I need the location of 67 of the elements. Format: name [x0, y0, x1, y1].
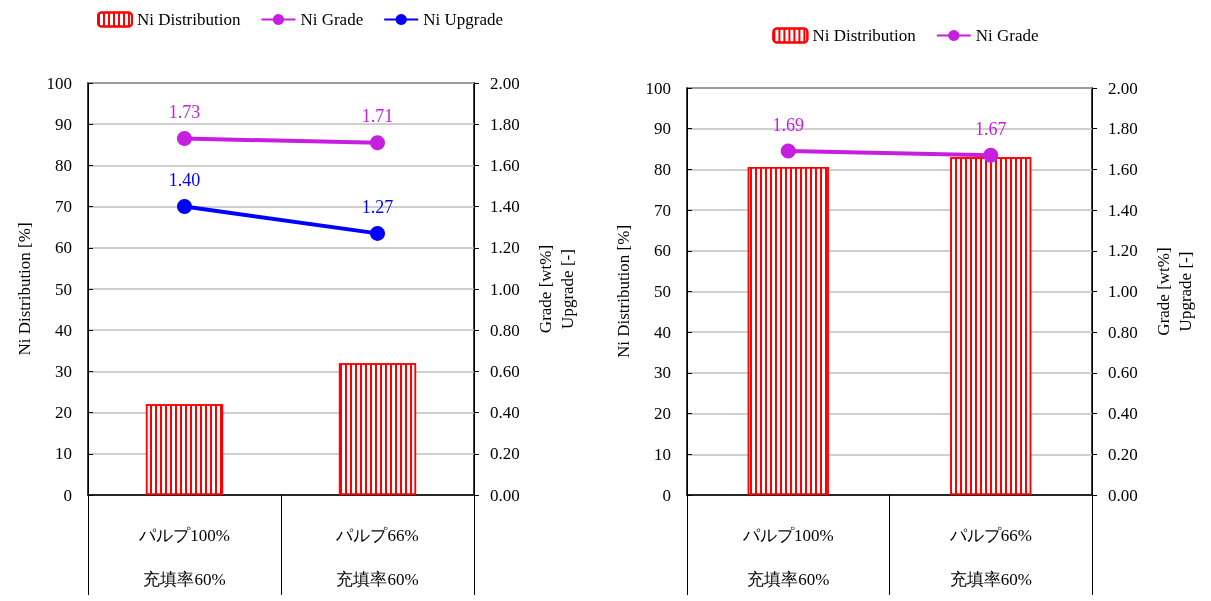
- y-tick-label: 60: [55, 238, 72, 258]
- y2-tick-label: 2.00: [1108, 78, 1138, 98]
- data-label: 1.40: [168, 170, 201, 191]
- y2-tick-label: 0.80: [1108, 322, 1138, 342]
- y2-tick-label: 1.60: [490, 155, 520, 175]
- y-tick-label: 20: [654, 404, 671, 424]
- point: [370, 225, 385, 241]
- y2-tick-label: 2.00: [490, 73, 520, 93]
- y2-tick-label: 1.40: [1108, 200, 1138, 220]
- y2-tick-label: 0.60: [1108, 363, 1138, 383]
- data-label: 1.67: [975, 118, 1007, 139]
- y2-tick-label: 0.00: [490, 485, 520, 505]
- legend-label: Ni Upgrade: [423, 10, 503, 29]
- y2-tick-label: 1.80: [1108, 119, 1138, 139]
- point: [177, 199, 192, 215]
- legend-label: Ni Grade: [300, 10, 364, 29]
- y-axis-title: Ni Distribution [%]: [15, 222, 35, 356]
- y2-tick-label: 1.20: [490, 238, 520, 258]
- y-tick-label: 20: [55, 403, 72, 423]
- y2-tick-label: 1.80: [490, 114, 520, 134]
- y2-tick-label: 0.20: [1108, 444, 1138, 464]
- y2-tick-label: 1.00: [1108, 282, 1138, 301]
- y-tick-label: 100: [645, 78, 671, 98]
- y2-tick-label: 0.20: [490, 444, 520, 464]
- legend-label: Ni Distribution: [137, 10, 241, 29]
- y2-tick-label: 1.40: [490, 197, 520, 217]
- y2-axis-title: Grade [wt%] Upgrade [-]: [535, 244, 577, 334]
- data-label: 1.27: [361, 196, 394, 217]
- y-tick-label: 30: [654, 363, 671, 383]
- category-label: パルプ66% 充填率60%: [949, 525, 1032, 589]
- y-tick-label: 70: [55, 197, 72, 217]
- y-tick-label: 50: [654, 282, 671, 301]
- y-tick-label: 10: [55, 444, 72, 464]
- y-axis-title: Ni Distribution [%]: [614, 224, 634, 359]
- y-tick-label: 90: [654, 119, 671, 139]
- y2-tick-label: 0.60: [490, 361, 520, 381]
- y2-tick-label: 0.00: [1108, 485, 1138, 505]
- y-tick-label: 40: [55, 320, 72, 340]
- data-label: 1.69: [772, 114, 804, 135]
- y2-tick-label: 0.40: [490, 403, 520, 423]
- y-tick-label: 60: [654, 241, 671, 261]
- y-tick-label: 0: [63, 485, 72, 505]
- y-tick-label: 100: [46, 73, 72, 93]
- y-tick-label: 0: [662, 485, 671, 505]
- category-label: パルプ100% 充填率60%: [742, 525, 834, 589]
- legend-label: Ni Grade: [975, 26, 1039, 45]
- category-label: パルプ100% 充填率60%: [139, 525, 230, 589]
- category-label: パルプ66% 充填率60%: [336, 525, 419, 589]
- y-tick-label: 40: [654, 322, 671, 342]
- y-tick-label: 70: [654, 200, 671, 220]
- y-tick-label: 30: [55, 361, 72, 381]
- legend-label: Ni Distribution: [812, 26, 917, 45]
- y2-tick-label: 1.20: [1108, 241, 1138, 261]
- y-tick-label: 10: [654, 444, 671, 464]
- y-tick-label: 90: [55, 114, 72, 134]
- y-tick-label: 50: [55, 279, 72, 299]
- point: [370, 135, 385, 151]
- data-label: 1.71: [361, 106, 394, 127]
- y-tick-label: 80: [654, 159, 671, 179]
- y2-tick-label: 1.00: [490, 279, 520, 299]
- y2-axis-title: Grade [wt%] Upgrade [-]: [1153, 247, 1195, 336]
- y2-tick-label: 0.40: [1108, 404, 1138, 424]
- y2-tick-label: 1.60: [1108, 159, 1138, 179]
- data-label: 1.73: [168, 102, 201, 123]
- y2-tick-label: 0.80: [490, 320, 520, 340]
- point: [177, 131, 192, 147]
- y-tick-label: 80: [55, 155, 72, 175]
